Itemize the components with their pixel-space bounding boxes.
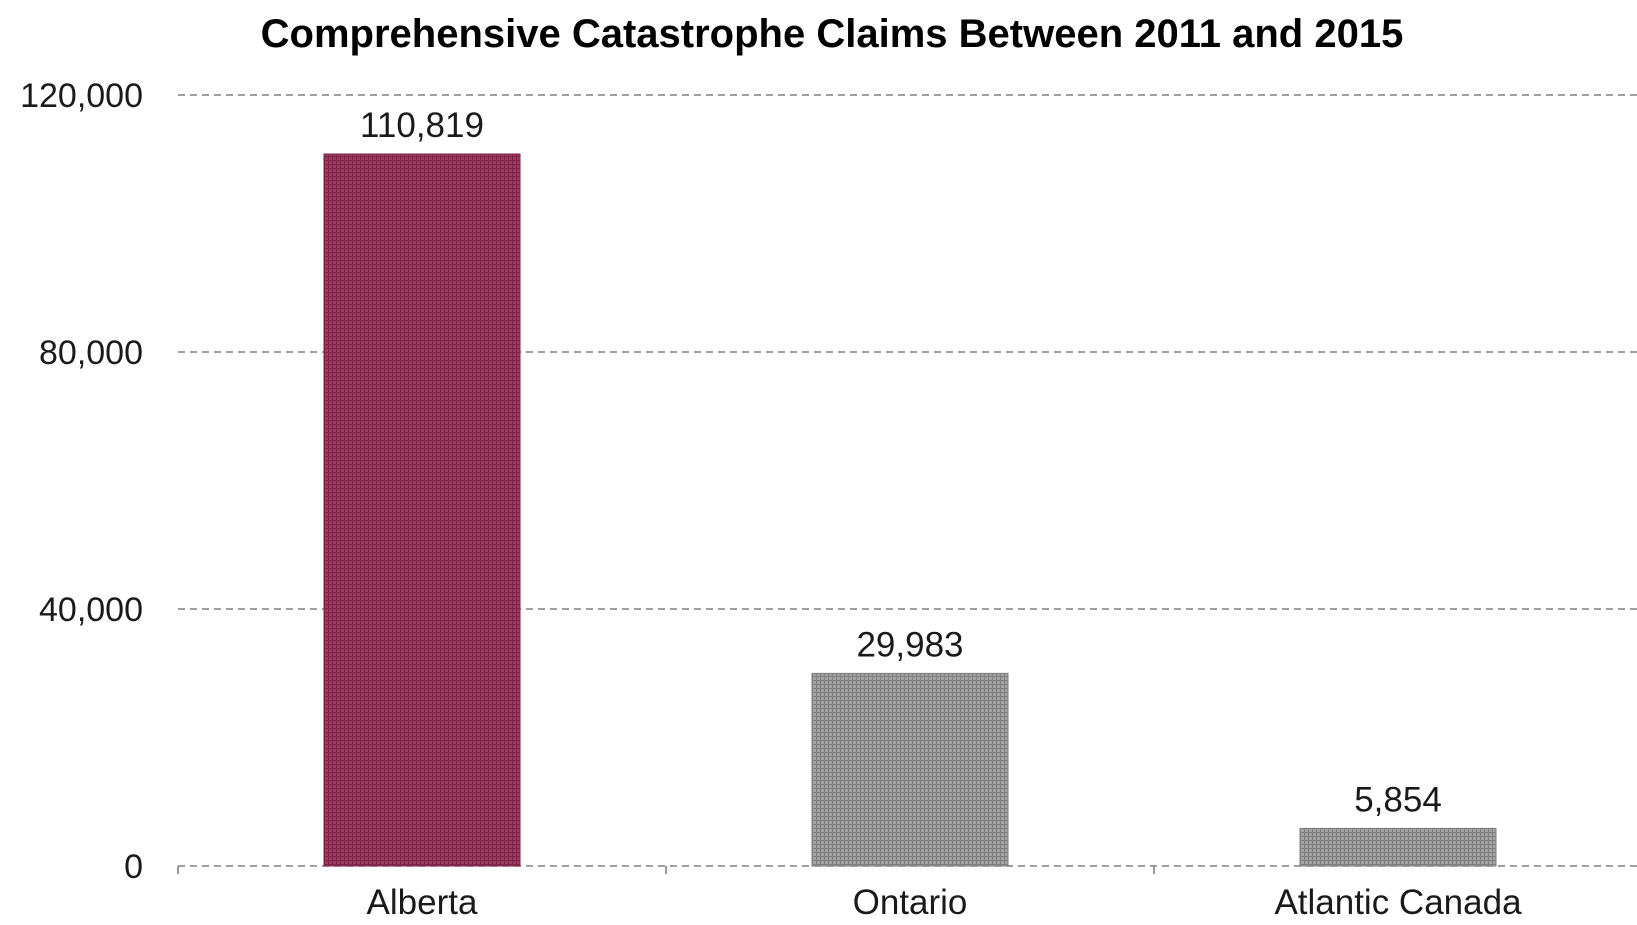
data-label: 29,983 xyxy=(856,625,963,664)
bar-atlantic-canada xyxy=(1299,827,1497,867)
category-label: Ontario xyxy=(853,883,968,922)
data-label: 110,819 xyxy=(360,106,484,145)
bar-alberta xyxy=(323,153,521,867)
bars xyxy=(323,153,1497,867)
y-tick-label: 80,000 xyxy=(39,334,143,372)
x-axis-category-labels: Alberta Ontario Atlantic Canada xyxy=(367,883,1523,922)
data-label: 5,854 xyxy=(1354,780,1442,819)
bar-ontario xyxy=(811,672,1009,867)
y-tick-label: 40,000 xyxy=(39,591,143,629)
y-axis-tick-labels: 0 40,000 80,000 120,000 xyxy=(20,77,143,886)
data-labels: 110,819 29,983 5,854 xyxy=(360,106,1442,819)
y-tick-label: 0 xyxy=(124,848,143,886)
y-tick-label: 120,000 xyxy=(20,77,143,115)
chart-title: Comprehensive Catastrophe Claims Between… xyxy=(261,12,1404,56)
category-label: Atlantic Canada xyxy=(1274,883,1522,922)
category-label: Alberta xyxy=(367,883,478,922)
